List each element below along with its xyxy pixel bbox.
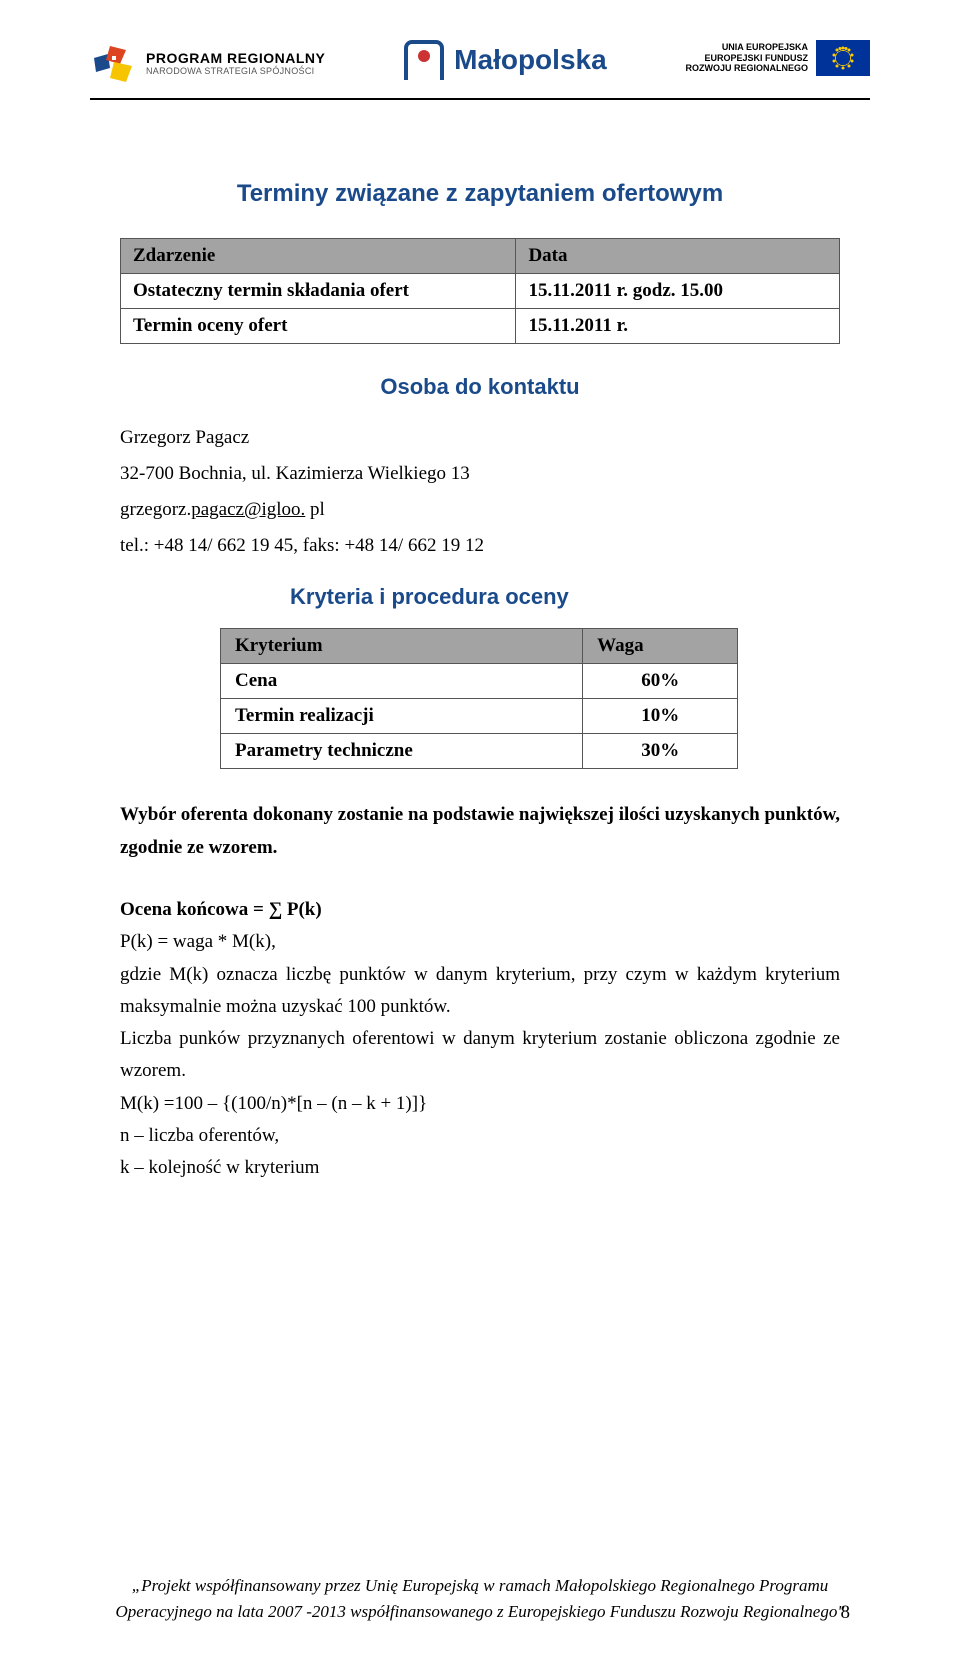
section-title-terminy: Terminy związane z zapytaniem ofertowym — [120, 180, 840, 208]
td-label: Termin realizacji — [221, 699, 583, 734]
logo-line2: NARODOWA STRATEGIA SPÓJNOŚCI — [146, 67, 325, 77]
footer: „Projekt współfinansowany przez Unię Eur… — [0, 1573, 960, 1624]
malopolska-text: Małopolska — [454, 44, 606, 76]
th-kryterium: Kryterium — [221, 629, 583, 664]
td-label: Termin oceny ofert — [121, 309, 516, 344]
footer-line2: Operacyjnego na lata 2007 -2013 współfin… — [116, 1602, 845, 1621]
header: PROGRAM REGIONALNY NARODOWA STRATEGIA SP… — [0, 0, 960, 88]
formula-block: Ocena końcowa = ∑ P(k) P(k) = waga * M(k… — [120, 894, 840, 1185]
formula-line: k – kolejność w kryterium — [120, 1157, 319, 1178]
table-row: Termin oceny ofert 15.11.2011 r. — [121, 309, 840, 344]
footer-line1: „Projekt współfinansowany przez Unię Eur… — [132, 1576, 828, 1595]
table-row: Termin realizacji 10% — [221, 699, 738, 734]
contact-phone: tel.: +48 14/ 662 19 45, faks: +48 14/ 6… — [120, 528, 840, 564]
email-link[interactable]: pagacz@igloo. — [191, 499, 305, 520]
formula-line: gdzie M(k) oznacza liczbę punktów w dany… — [120, 964, 840, 1017]
subsection-title-kontakt: Osoba do kontaktu — [120, 374, 840, 400]
eu-text: UNIA EUROPEJSKA EUROPEJSKI FUNDUSZ ROZWO… — [685, 42, 808, 74]
logo-left-text: PROGRAM REGIONALNY NARODOWA STRATEGIA SP… — [146, 51, 325, 76]
email-suffix: pl — [305, 499, 325, 520]
formula-line: Liczba punków przyznanych oferentowi w d… — [120, 1028, 840, 1081]
page-number: 8 — [841, 1602, 851, 1624]
content: Terminy związane z zapytaniem ofertowym … — [0, 100, 960, 1185]
formula-line: M(k) =100 – {(100/n)*[n – (n – k + 1)]} — [120, 1093, 427, 1114]
logo-eu: UNIA EUROPEJSKA EUROPEJSKI FUNDUSZ ROZWO… — [685, 40, 870, 76]
th-data: Data — [516, 239, 840, 274]
eu-line3: ROZWOJU REGIONALNEGO — [685, 63, 808, 74]
table-row: Parametry techniczne 30% — [221, 734, 738, 769]
formula-line: n – liczba oferentów, — [120, 1125, 279, 1146]
table-terminy: Zdarzenie Data Ostateczny termin składan… — [120, 238, 840, 344]
th-waga: Waga — [583, 629, 738, 664]
eu-line2: EUROPEJSKI FUNDUSZ — [685, 53, 808, 64]
logo-program-regionalny: PROGRAM REGIONALNY NARODOWA STRATEGIA SP… — [90, 40, 325, 88]
formula-line: P(k) = waga * M(k), — [120, 931, 276, 952]
contact-address: 32-700 Bochnia, ul. Kazimierza Wielkiego… — [120, 456, 840, 492]
formula-heading: Ocena końcowa = ∑ P(k) — [120, 899, 322, 920]
eu-line1: UNIA EUROPEJSKA — [685, 42, 808, 53]
subsection-title-kryteria: Kryteria i procedura oceny — [290, 584, 840, 610]
td-value: 30% — [583, 734, 738, 769]
email-prefix: grzegorz. — [120, 499, 191, 520]
logo-line1: PROGRAM REGIONALNY — [146, 51, 325, 66]
contact-block: Grzegorz Pagacz 32-700 Bochnia, ul. Kazi… — [120, 420, 840, 564]
td-label: Ostateczny termin składania ofert — [121, 274, 516, 309]
table-header-row: Zdarzenie Data — [121, 239, 840, 274]
para-wybor-text: Wybór oferenta dokonany zostanie na pods… — [120, 804, 840, 857]
table-kryteria: Kryterium Waga Cena 60% Termin realizacj… — [220, 628, 738, 769]
td-label: Cena — [221, 664, 583, 699]
td-value: 60% — [583, 664, 738, 699]
td-value: 15.11.2011 r. — [516, 309, 840, 344]
contact-email: grzegorz.pagacz@igloo. pl — [120, 492, 840, 528]
eu-flag-icon — [816, 40, 870, 76]
malopolska-icon — [404, 40, 444, 80]
contact-name: Grzegorz Pagacz — [120, 420, 840, 456]
para-wybor: Wybór oferenta dokonany zostanie na pods… — [120, 799, 840, 864]
logo-malopolska: Małopolska — [404, 40, 606, 80]
table-row: Ostateczny termin składania ofert 15.11.… — [121, 274, 840, 309]
th-zdarzenie: Zdarzenie — [121, 239, 516, 274]
td-value: 10% — [583, 699, 738, 734]
program-regionalny-icon — [90, 40, 138, 88]
td-value: 15.11.2011 r. godz. 15.00 — [516, 274, 840, 309]
table-row: Cena 60% — [221, 664, 738, 699]
td-label: Parametry techniczne — [221, 734, 583, 769]
table-header-row: Kryterium Waga — [221, 629, 738, 664]
